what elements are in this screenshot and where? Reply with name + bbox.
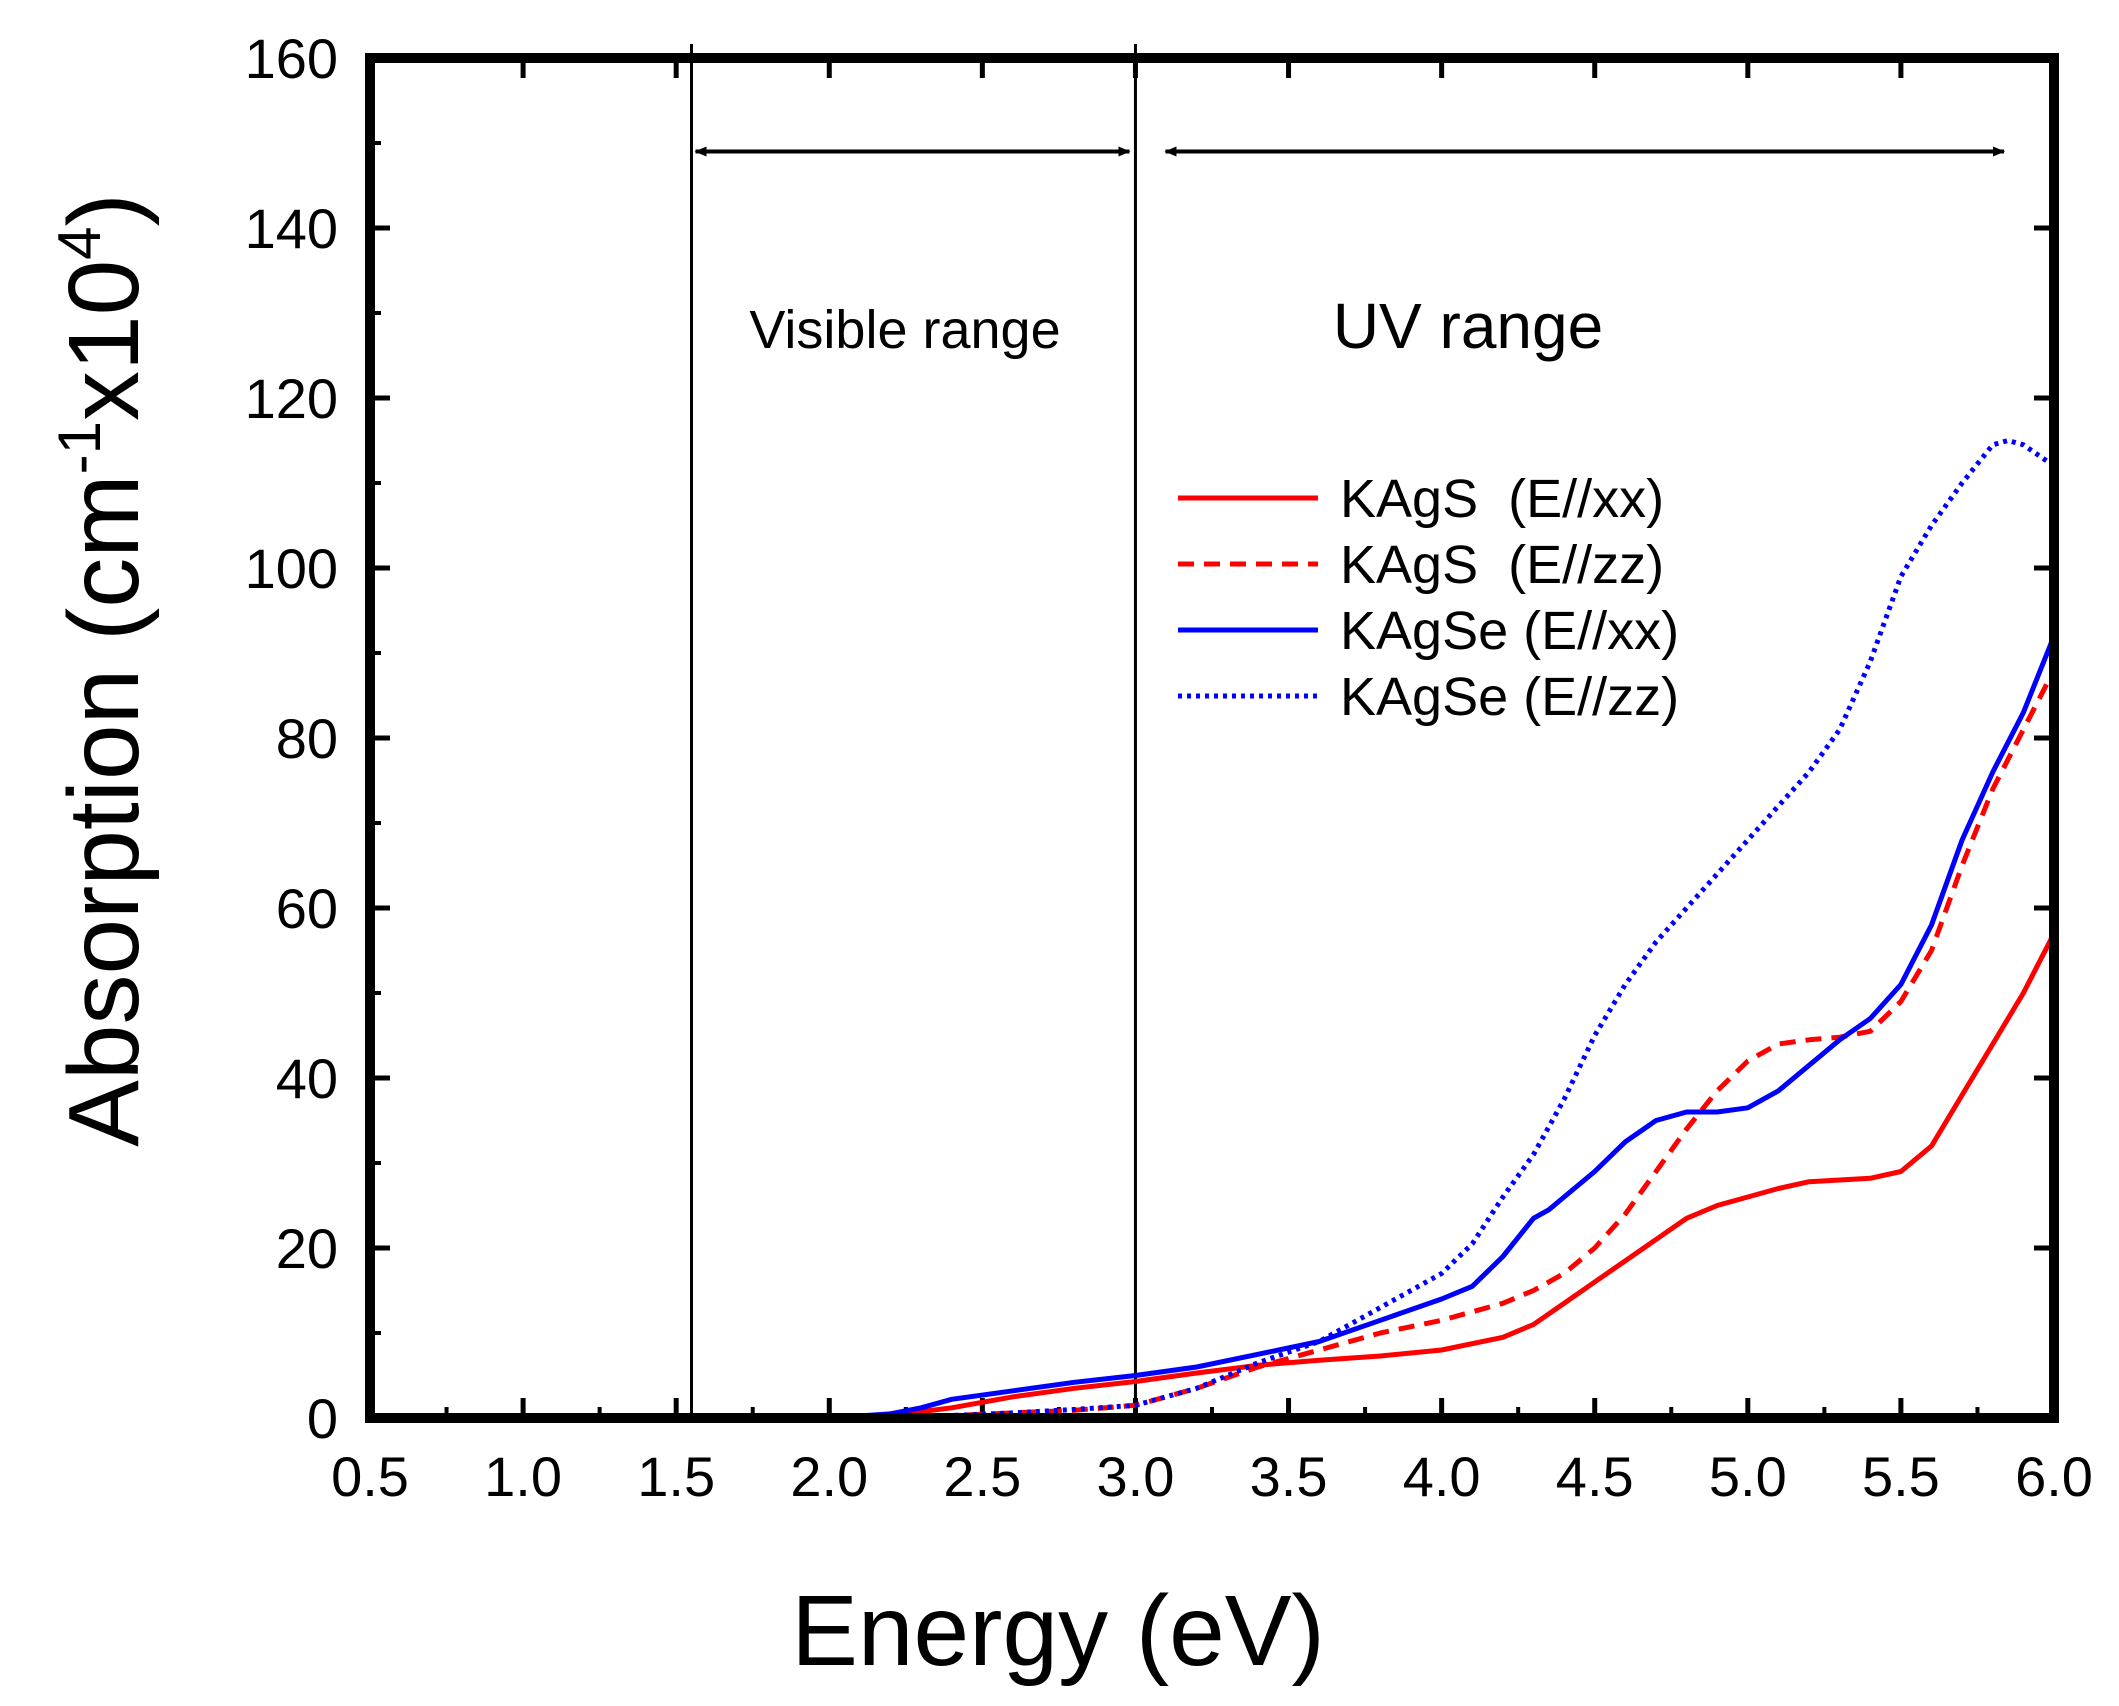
x-tick-label: 1.0 bbox=[484, 1445, 562, 1508]
x-tick-label: 1.5 bbox=[637, 1445, 715, 1508]
legend-label-0: KAgS (E//xx) bbox=[1340, 469, 1664, 529]
legend-label-3: KAgSe (E//zz) bbox=[1340, 667, 1679, 727]
x-tick-label: 5.5 bbox=[1862, 1445, 1940, 1508]
y-title-prefix: Absorption (cm bbox=[48, 474, 160, 1146]
x-tick-label: 5.0 bbox=[1709, 1445, 1787, 1508]
x-axis-title: Energy (eV) bbox=[791, 1575, 1325, 1687]
plot-frame bbox=[365, 53, 2059, 1423]
x-tick-label: 4.0 bbox=[1403, 1445, 1481, 1508]
x-tick-label: 6.0 bbox=[2015, 1445, 2093, 1508]
x-tick-label: 2.5 bbox=[943, 1445, 1021, 1508]
y-tick-label: 100 bbox=[245, 537, 338, 600]
y-tick-labels: 0 20 40 60 80 100 120 140 160 bbox=[245, 27, 338, 1450]
y-title-suffix: ) bbox=[48, 193, 160, 226]
legend-label-1: KAgS (E//zz) bbox=[1340, 535, 1664, 595]
series-line-2 bbox=[367, 633, 2057, 1421]
series-line-3 bbox=[370, 438, 2056, 1421]
y-tick-label: 120 bbox=[245, 367, 338, 430]
y-title-mid: x10 bbox=[48, 260, 160, 421]
axis-ticks bbox=[367, 55, 2057, 1421]
y-tick-label: 80 bbox=[276, 707, 338, 770]
y-axis-title: Absorption (cm-1x104) bbox=[46, 193, 160, 1147]
y-tick-label: 60 bbox=[276, 877, 338, 940]
x-tick-label: 4.5 bbox=[1556, 1445, 1634, 1508]
y-tick-label: 40 bbox=[276, 1047, 338, 1110]
x-tick-label: 0.5 bbox=[331, 1445, 409, 1508]
visible-range-label: Visible range bbox=[749, 300, 1060, 360]
x-tick-label: 3.0 bbox=[1097, 1445, 1175, 1508]
series-line-0 bbox=[367, 931, 2057, 1421]
y-tick-label: 20 bbox=[276, 1217, 338, 1280]
y-title-sup1: -1 bbox=[46, 421, 113, 474]
uv-range-label: UV range bbox=[1333, 290, 1603, 362]
x-tick-label: 3.5 bbox=[1250, 1445, 1328, 1508]
x-tick-label: 2.0 bbox=[790, 1445, 868, 1508]
y-tick-label: 0 bbox=[307, 1387, 338, 1450]
legend-label-2: KAgSe (E//xx) bbox=[1340, 601, 1679, 661]
y-tick-label: 140 bbox=[245, 197, 338, 260]
range-divider-lines bbox=[689, 44, 1137, 1418]
y-title-sup2: 4 bbox=[46, 226, 113, 259]
y-tick-label: 160 bbox=[245, 27, 338, 90]
legend: KAgS (E//xx)KAgS (E//zz)KAgSe (E//xx)KAg… bbox=[1178, 469, 1679, 727]
data-series bbox=[367, 438, 2057, 1421]
x-tick-labels: 0.5 1.0 1.5 2.0 2.5 3.0 3.5 4.0 4.5 5.0 5.5 6.0 bbox=[331, 1445, 2093, 1508]
